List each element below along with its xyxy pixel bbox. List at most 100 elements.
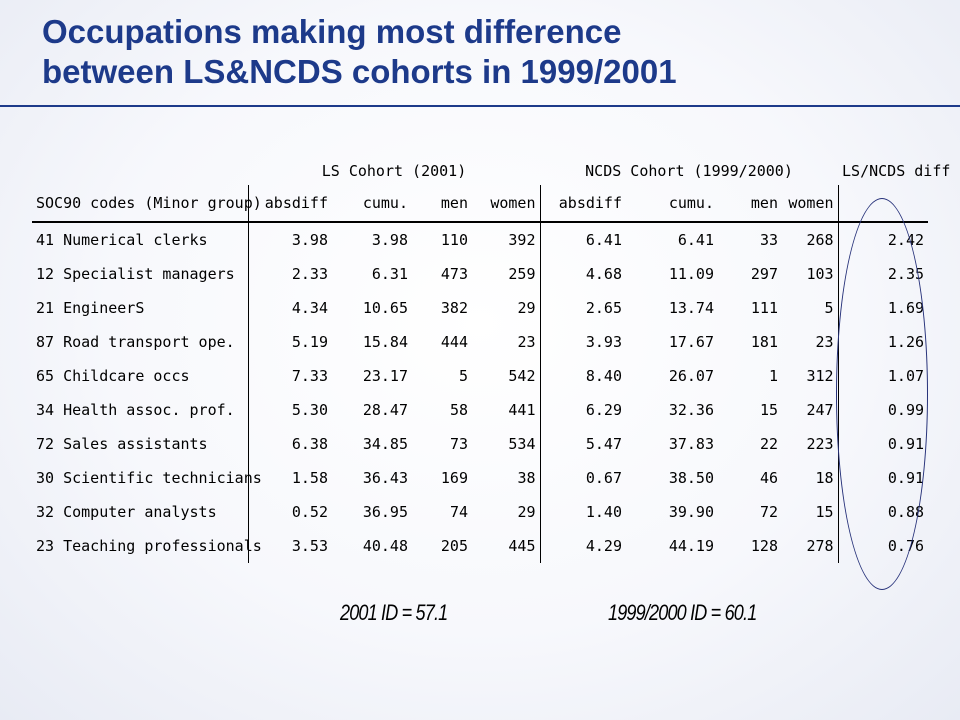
cell-ls-men: 205 [440,537,468,555]
col-header-ncds-women: women [782,185,839,223]
ls-index-note: 2001 ID = 57.1 [340,600,448,625]
slide-title-line-1: Occupations making most difference [42,13,622,50]
cell-ls-men: 444 [440,333,468,351]
cell-ls-men: 58 [449,401,468,419]
cell-ncds-men: 128 [750,537,778,555]
cell-ls-men: 74 [449,503,468,521]
cell-ls-cumu: 28.47 [362,401,408,419]
cell-soc90: 32 Computer analysts [36,503,217,521]
cell-ncds-absdiff: 5.47 [539,427,626,461]
cell-ls-women: 534 [508,435,536,453]
cell-ncds-absdiff: 1.40 [539,495,626,529]
cell-ncds-women: 23 [815,333,834,351]
cell-ls-women: 23 [517,333,536,351]
cell-ls-women: 259 [508,265,536,283]
table-row: 65 Childcare occs 7.33 23.17 5 542 8.40 26.07 1… [32,359,929,393]
cell-ls-cumu: 6.31 [371,265,408,283]
ncds-index-note: 1999/2000 ID = 60.1 [608,600,757,625]
cell-ncds-men: 46 [759,469,778,487]
cell-ls-cumu: 3.98 [371,231,408,249]
cell-ls-men: 110 [440,231,468,249]
col-header-ncds-absdiff: absdiff [539,185,626,223]
group-ls-cohort: LS Cohort (2001) [321,162,467,180]
table-row: 72 Sales assistants 6.38 34.85 73 534 5.47 37.… [32,427,929,461]
cell-ncds-women: 15 [815,503,834,521]
cell-ncds-cumu: 32.36 [668,401,714,419]
title-divider [0,105,960,107]
cell-ls-cumu: 34.85 [362,435,408,453]
cell-soc90: 34 Health assoc. prof. [36,401,235,419]
group-spacer [32,157,248,185]
cell-ncds-absdiff: 4.29 [539,529,626,563]
cell-ncds-cumu: 13.74 [668,299,714,317]
group-ncds-cohort: NCDS Cohort (1999/2000) [585,162,793,180]
cell-ls-women: 445 [508,537,536,555]
table-row: 34 Health assoc. prof. 5.30 28.47 58 441 6.29… [32,393,929,427]
cell-soc90: 12 Specialist managers [36,265,235,283]
cell-ls-women: 542 [508,367,536,385]
col-header-ls-absdiff: absdiff [247,185,332,223]
table-body: 41 Numerical clerks 3.98 3.98 110 392 6.41 6.4… [32,222,929,563]
cell-ls-women: 29 [517,299,536,317]
diff-highlight-ellipse [836,198,928,590]
cell-ncds-women: 278 [806,537,834,555]
cell-ncds-men: 181 [750,333,778,351]
cell-ls-men: 473 [440,265,468,283]
cell-ls-absdiff: 5.19 [247,325,332,359]
table-row: 87 Road transport ope. 5.19 15.84 444 23 3.93… [32,325,929,359]
cell-ncds-cumu: 37.83 [668,435,714,453]
cell-ncds-women: 268 [806,231,834,249]
cell-ncds-absdiff: 6.29 [539,393,626,427]
cell-ncds-absdiff: 8.40 [539,359,626,393]
occupation-table: LS Cohort (2001) NCDS Cohort (1999/2000)… [32,157,951,563]
cell-ls-cumu: 15.84 [362,333,408,351]
cell-ls-men: 382 [440,299,468,317]
cell-ls-absdiff: 3.98 [247,222,332,257]
cell-ls-absdiff: 7.33 [247,359,332,393]
cell-ncds-absdiff: 4.68 [539,257,626,291]
cell-ls-absdiff: 0.52 [247,495,332,529]
cell-soc90: 65 Childcare occs [36,367,190,385]
cell-ncds-cumu: 38.50 [668,469,714,487]
cell-ncds-absdiff: 3.93 [539,325,626,359]
cell-ncds-women: 223 [806,435,834,453]
cell-ls-cumu: 40.48 [362,537,408,555]
table-row: 32 Computer analysts 0.52 36.95 74 29 1.40 39.… [32,495,929,529]
cell-ls-women: 392 [508,231,536,249]
cell-ls-women: 441 [508,401,536,419]
cell-ncds-cumu: 6.41 [677,231,714,249]
cell-ncds-women: 18 [815,469,834,487]
col-header-ncds-cumu: cumu. [626,185,718,223]
table-row: 23 Teaching professionals 3.53 40.48 205 445… [32,529,929,563]
table-row: 21 EngineerS 4.34 10.65 382 29 2.65 13.74 111 5 1… [32,291,929,325]
cell-ls-men: 5 [458,367,468,385]
cell-soc90: 72 Sales assistants [36,435,208,453]
cell-ls-absdiff: 3.53 [247,529,332,563]
table-row: 12 Specialist managers 2.33 6.31 473 259 4.68… [32,257,929,291]
cell-soc90: 21 EngineerS [36,299,145,317]
cell-ls-absdiff: 4.34 [247,291,332,325]
cell-ncds-cumu: 11.09 [668,265,714,283]
cell-ncds-cumu: 17.67 [668,333,714,351]
cell-ncds-men: 33 [759,231,778,249]
cell-ls-absdiff: 5.30 [247,393,332,427]
cell-ls-cumu: 36.43 [362,469,408,487]
col-header-ls-cumu: cumu. [332,185,412,223]
col-header-ls-men: men [412,185,472,223]
cell-ncds-men: 15 [759,401,778,419]
group-header-row: LS Cohort (2001) NCDS Cohort (1999/2000)… [32,157,951,185]
cell-ncds-absdiff: 2.65 [539,291,626,325]
table-row: 41 Numerical clerks 3.98 3.98 110 392 6.41 6.4… [32,222,929,257]
cell-ncds-men: 22 [759,435,778,453]
cell-ncds-men: 1 [768,367,778,385]
cell-ls-men: 169 [440,469,468,487]
cell-ncds-women: 103 [806,265,834,283]
column-header-row: SOC90 codes (Minor group) absdiff cumu. … [32,185,929,223]
cell-ncds-men: 111 [750,299,778,317]
cell-ls-absdiff: 6.38 [247,427,332,461]
cell-ncds-men: 297 [750,265,778,283]
cell-soc90: 87 Road transport ope. [36,333,235,351]
cell-ls-absdiff: 2.33 [247,257,332,291]
slide-title: Occupations making most difference betwe… [42,12,942,92]
cell-ncds-absdiff: 0.67 [539,461,626,495]
